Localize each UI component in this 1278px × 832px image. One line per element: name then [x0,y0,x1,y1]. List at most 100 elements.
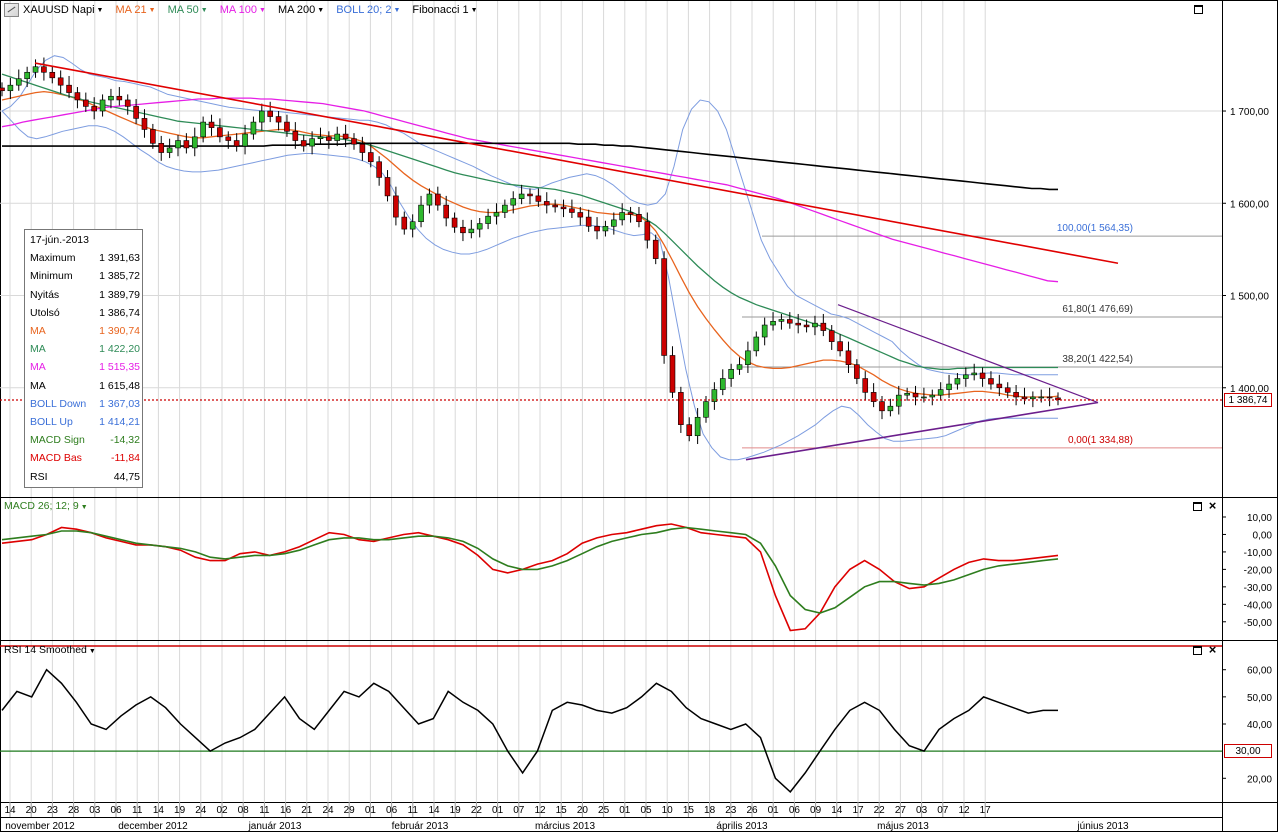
x-tick-label: 07 [937,805,949,816]
indicator-fibonacci[interactable]: Fibonacci 1 ▼ [412,4,477,16]
rsi-pane-title[interactable]: RSI 14 Smoothed ▼ [4,644,96,656]
info-label: Maximum [30,252,76,265]
fibonacci-level-label: 0,00(1 334,88) [1068,435,1133,446]
candle-body [619,212,625,221]
info-value: 1 615,48 [99,379,140,392]
x-tick-label: 15 [683,805,695,816]
month-label: november 2012 [5,821,75,832]
candle-body [91,106,97,112]
info-label: RSI [30,470,48,483]
rsi-close-icon[interactable]: × [1208,642,1217,657]
indicator-ma21[interactable]: MA 21 ▼ [115,4,155,16]
candle-body [761,324,768,338]
candle-body [133,106,139,119]
candle-body [971,372,977,376]
candle-body [275,116,282,123]
candle-body [644,221,651,241]
x-tick-label: 26 [746,805,758,816]
info-label: MA [30,325,46,338]
info-value: 1 386,74 [99,306,140,319]
candle-body [787,319,793,324]
candle-body [904,392,910,396]
candle-body [250,121,257,135]
info-value: 1 515,35 [99,361,140,374]
candle-body [191,136,198,149]
candle-body [988,378,994,385]
candle-body [0,87,5,92]
downtrend-line [34,62,1119,265]
maximize-pane-button[interactable] [1194,5,1203,14]
indicator-label: MA 100 [219,4,258,16]
candle-body [242,133,248,147]
info-label: Minimum [30,270,73,283]
instrument-icon [4,3,19,17]
macd-close-icon[interactable]: × [1208,498,1217,513]
info-value: 44,75 [113,470,140,483]
rsi-level-tag: 30,00 [1224,744,1272,759]
candle-body [954,378,961,385]
candle-body [1038,396,1045,399]
fibonacci-level-label: 61,80(1 476,69) [1062,304,1133,315]
candle-body [225,136,232,141]
x-tick-label: 10 [662,805,674,816]
info-label: BOLL Down [30,397,87,410]
candle-body [602,226,609,232]
candles-group [0,57,1061,445]
candle-body [451,217,458,228]
symbol-selector[interactable]: XAUUSD Napi ▼ [4,3,103,17]
month-label: június 2013 [1076,821,1129,832]
candle-body [1013,392,1019,398]
candle-body [24,71,30,80]
symbol-label: XAUUSD Napi [23,4,95,16]
dropdown-arrow-icon: ▼ [88,648,96,655]
candle-body [686,424,693,437]
candle-body [921,396,927,399]
indicator-ma200[interactable]: MA 200 ▼ [278,4,324,16]
candle-body [116,95,123,101]
candle-body [862,378,869,393]
bollinger-lower-line [1,110,1058,461]
candle-body [409,221,416,230]
month-label: március 2013 [535,821,595,832]
indicator-ma50[interactable]: MA 50 ▼ [168,4,208,16]
candle-body [569,208,575,213]
indicator-bollinger[interactable]: BOLL 20; 2 ▼ [336,4,400,16]
x-tick-label: 20 [577,805,589,816]
macd-pane-title[interactable]: MACD 26; 12; 9 ▼ [4,500,88,512]
info-label: Utolsó [30,306,60,319]
candle-body [66,84,72,93]
candle-body [259,110,265,123]
y-tick-label: -40,00 [1244,600,1273,611]
candle-body [518,193,525,199]
info-row: Nyitás 1 389,79 [30,286,142,304]
y-tick-label: 0,00 [1253,530,1273,541]
x-tick-label: 11 [408,805,419,816]
y-tick-label: 1 400,00 [1230,384,1269,395]
candle-body [317,136,324,139]
candle-body [49,71,56,79]
x-tick-label: 19 [174,805,186,816]
candle-body [309,138,315,147]
info-rows: Maximum 1 391,63 Minimum 1 385,72 Nyitás 1 38… [30,249,142,486]
candle-body [636,214,642,223]
candle-body [552,204,558,208]
rsi-maximize-button[interactable] [1193,646,1202,655]
macd-maximize-button[interactable] [1193,502,1202,511]
month-label: február 2013 [392,821,449,832]
info-row: BOLL Up 1 414,21 [30,413,142,431]
candle-body [166,147,173,153]
indicator-ma100[interactable]: MA 100 ▼ [220,4,266,16]
info-value: 1 385,72 [99,270,140,283]
rsi-line [1,668,1058,793]
candle-body [719,378,726,390]
x-tick-label: 23 [47,805,59,816]
candle-body [183,140,190,149]
indicator-label: Fibonacci 1 [412,4,469,16]
info-value: 1 391,63 [99,252,140,265]
candle-body [367,152,374,163]
y-tick-label: 50,00 [1247,693,1272,704]
info-row: MACD Bas -11,84 [30,449,142,467]
info-row: BOLL Down 1 367,03 [30,395,142,413]
candle-body [745,350,751,365]
